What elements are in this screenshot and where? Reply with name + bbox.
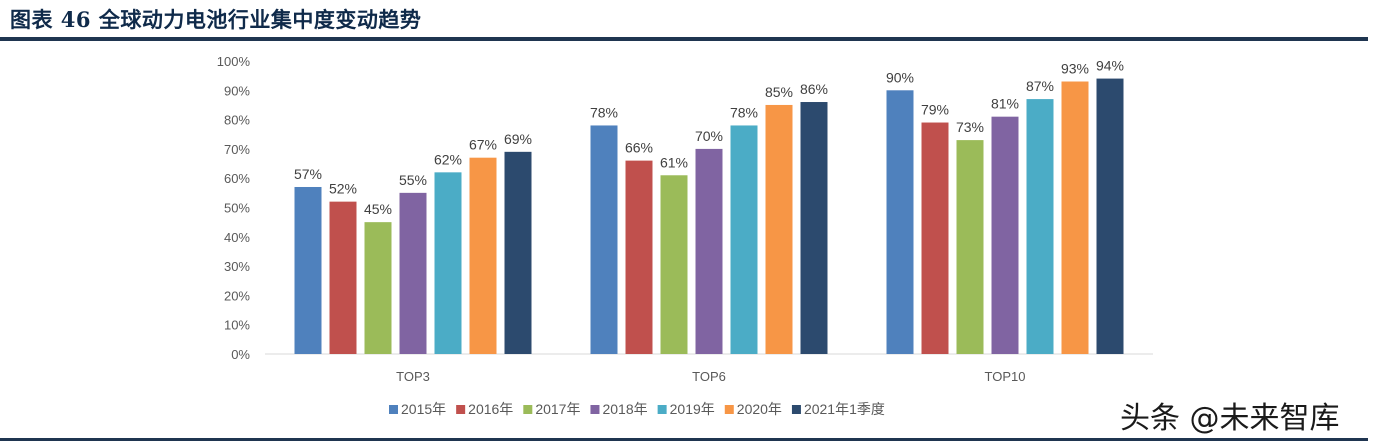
data-label: 45%: [364, 201, 392, 217]
data-label: 85%: [765, 84, 793, 100]
watermark: 头条 @未来智库: [1120, 401, 1340, 436]
bar: [1096, 78, 1124, 354]
x-tick-label: TOP3: [396, 369, 430, 384]
legend-swatch: [590, 405, 600, 414]
legend-label: 2018年: [602, 401, 647, 417]
title-divider: [0, 37, 1368, 41]
data-label: 78%: [590, 104, 618, 120]
data-label: 52%: [329, 181, 357, 197]
bar: [434, 172, 462, 354]
data-label: 94%: [1096, 58, 1124, 74]
bar: [765, 104, 793, 354]
bar: [695, 148, 723, 354]
y-tick-label: 0%: [231, 347, 250, 362]
bar: [399, 192, 427, 354]
bar: [504, 151, 532, 354]
page-title: 图表 46 全球动力电池行业集中度变动趋势: [10, 7, 422, 32]
legend-label: 2019年: [670, 401, 715, 417]
legend-swatch: [791, 405, 801, 414]
data-label: 69%: [504, 131, 532, 147]
bar: [469, 157, 497, 354]
data-label: 86%: [800, 81, 828, 97]
y-tick-label: 20%: [224, 288, 250, 303]
legend-label: 2015年: [401, 401, 446, 417]
x-tick-label: TOP6: [692, 369, 726, 384]
data-label: 61%: [660, 154, 688, 170]
data-label: 67%: [469, 137, 497, 153]
bar: [294, 186, 322, 354]
y-tick-label: 60%: [224, 171, 250, 186]
legend-swatch: [523, 405, 533, 414]
legend-label: 2016年: [468, 401, 513, 417]
bar: [364, 222, 392, 354]
legend-label: 2021年1季度: [804, 401, 885, 417]
y-tick-label: 80%: [224, 113, 250, 128]
x-tick-label: TOP10: [985, 369, 1026, 384]
data-label: 79%: [921, 102, 949, 118]
data-label: 90%: [886, 69, 914, 85]
bar: [1061, 81, 1089, 354]
bar: [730, 125, 758, 355]
legend-swatch: [389, 405, 398, 414]
bar: [660, 175, 688, 354]
data-label: 87%: [1026, 78, 1054, 94]
bar: [329, 201, 357, 354]
bottom-divider: [0, 438, 1368, 441]
legend-swatch: [456, 405, 466, 414]
y-tick-label: 10%: [224, 318, 250, 333]
bar: [956, 140, 984, 354]
y-tick-label: 70%: [224, 142, 250, 157]
bar: [590, 125, 618, 355]
data-label: 62%: [434, 151, 462, 167]
bar: [800, 102, 828, 355]
data-label: 55%: [399, 172, 427, 188]
data-label: 70%: [695, 128, 723, 144]
y-tick-label: 40%: [224, 230, 250, 245]
legend-swatch: [657, 405, 667, 414]
y-tick-label: 100%: [217, 54, 251, 69]
y-tick-label: 90%: [224, 83, 250, 98]
data-label: 73%: [956, 119, 984, 135]
data-label: 66%: [625, 140, 653, 156]
y-tick-label: 30%: [224, 259, 250, 274]
data-label: 78%: [730, 104, 758, 120]
legend-label: 2017年: [535, 401, 580, 417]
data-label: 57%: [294, 166, 322, 182]
bar: [886, 90, 914, 355]
bar: [625, 160, 653, 354]
data-label: 81%: [991, 96, 1019, 112]
bar: [1026, 99, 1054, 354]
legend-swatch: [724, 405, 734, 414]
legend-label: 2020年: [737, 401, 782, 417]
bar: [991, 116, 1019, 354]
bar: [921, 122, 949, 354]
y-tick-label: 50%: [224, 201, 250, 216]
data-label: 93%: [1061, 61, 1089, 77]
